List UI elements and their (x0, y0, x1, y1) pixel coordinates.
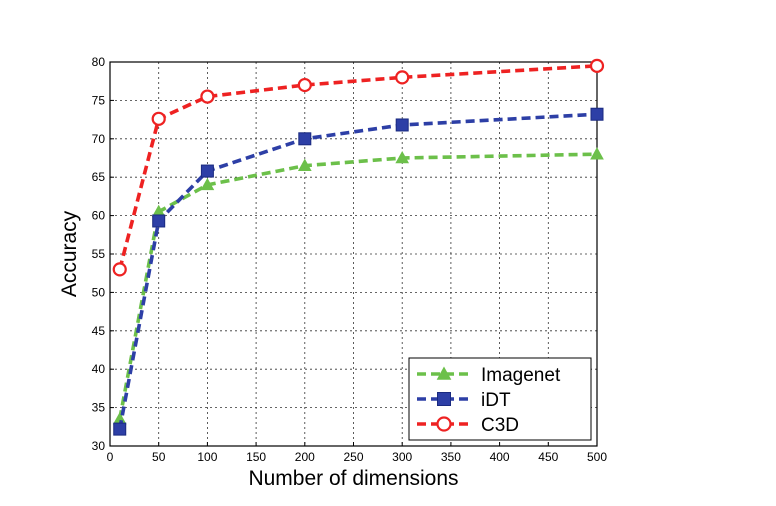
x-tick-label: 0 (107, 450, 114, 464)
data-point-c3d (200, 89, 215, 104)
y-tick-label: 80 (92, 55, 106, 69)
legend-item-idt: iDT (417, 390, 511, 411)
series-line-c3d (117, 64, 598, 270)
data-point-imagenet (395, 150, 410, 164)
data-point-idt (152, 214, 166, 228)
legend: Imagenet iDT C3D (408, 357, 592, 441)
data-point-c3d (395, 70, 410, 85)
data-point-imagenet (200, 177, 215, 191)
series (112, 58, 605, 436)
y-tick-label: 45 (92, 324, 106, 338)
y-tick-label: 40 (92, 362, 106, 376)
y-tick-label: 65 (92, 170, 106, 184)
data-point-imagenet (297, 158, 312, 171)
x-tick-label: 500 (587, 450, 607, 464)
x-tick-label: 100 (197, 450, 217, 464)
legend-label: iDT (481, 390, 511, 411)
legend-marker-circle (436, 416, 452, 432)
x-tick-label: 350 (441, 450, 461, 464)
y-tick-label: 75 (92, 93, 106, 107)
data-point-idt (113, 422, 127, 436)
x-tick-label: 250 (343, 450, 363, 464)
y-tick-label: 60 (92, 209, 106, 223)
y-tick-label: 35 (92, 401, 106, 415)
data-point-idt (590, 107, 604, 121)
series-line-idt (117, 112, 598, 430)
x-tick-label: 150 (246, 450, 266, 464)
x-tick-label: 200 (295, 450, 315, 464)
y-tick-label: 55 (92, 247, 106, 261)
data-point-c3d (589, 58, 605, 73)
x-tick-label: 450 (538, 450, 558, 464)
series-idt (113, 107, 604, 436)
legend-marker-square (437, 392, 451, 406)
x-tick-label: 300 (392, 450, 412, 464)
x-axis-label: Number of dimensions (248, 467, 458, 490)
data-point-idt (200, 164, 214, 178)
y-tick-label: 70 (92, 132, 106, 146)
x-tick-label: 50 (152, 450, 166, 464)
legend-item-imagenet: Imagenet (417, 365, 561, 386)
legend-label: Imagenet (481, 365, 561, 386)
y-tick-label: 30 (92, 439, 106, 453)
data-point-c3d (151, 111, 166, 126)
data-point-idt (395, 118, 409, 132)
axis-ticks: 0 50 100 150 200 250 300 350 400 450 500 30 35 40 45 50… (92, 55, 608, 464)
data-point-idt (298, 132, 312, 146)
data-point-imagenet (590, 147, 604, 160)
x-tick-label: 400 (490, 450, 510, 464)
legend-item-c3d: C3D (417, 415, 519, 436)
y-axis-label: Accuracy (58, 210, 81, 297)
legend-marker-triangle (436, 366, 452, 380)
y-tick-label: 50 (92, 285, 106, 299)
series-c3d (112, 58, 605, 277)
data-point-c3d (297, 77, 312, 93)
data-point-c3d (112, 262, 127, 277)
legend-label: C3D (481, 415, 519, 436)
